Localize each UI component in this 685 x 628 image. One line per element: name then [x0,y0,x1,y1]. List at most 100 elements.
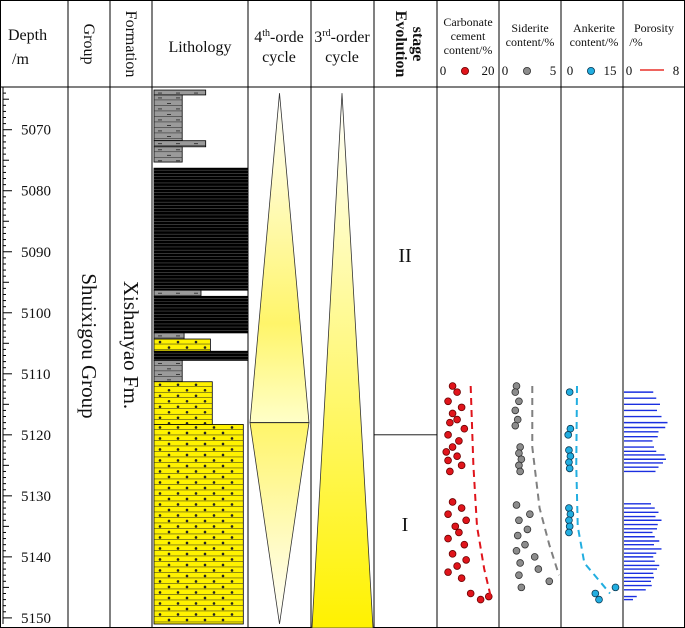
grain-dot [158,394,162,398]
grain-dot [176,558,180,561]
carbonate-legend-marker [460,67,469,76]
cycle3-column [311,93,374,628]
lithology-bed [153,424,244,625]
grain-dot [158,569,162,572]
grain-dot [212,481,216,484]
ankerite-point [611,583,620,592]
grain-dot [167,388,171,392]
ankerite-scale-min: 0 [567,63,574,78]
grain-dot [203,421,207,425]
grain-dot [221,563,225,567]
group-name: Shuixigou Group [77,273,101,418]
lithology-bed [153,167,249,291]
grain-dot [230,448,234,451]
grain-dot [230,525,234,528]
grain-dot [158,503,162,506]
grain-dot [185,346,189,349]
grain-dot [185,410,189,414]
carbonate-point [448,382,457,390]
cycle3-header-line2: cycle [325,49,359,66]
siderite-point [516,559,524,567]
porosity-header-line2: /% [629,35,642,49]
carbonate-point [444,534,452,543]
depth-tick-label: 5080 [21,184,51,200]
carbonate-point [444,510,452,518]
grain-dot [185,399,189,403]
grain-dot [230,569,234,572]
grain-dot [212,503,216,506]
ankerite-point [595,595,603,604]
grain-dot [158,514,162,517]
grain-dot [203,530,207,534]
carbonate-point [453,452,461,460]
carbonate-point [448,550,457,558]
grain-dot [230,492,234,495]
grain-dot [194,437,198,440]
grain-dot [194,405,198,409]
cycle4-lower-triangle [249,422,310,625]
grain-dot [185,486,189,490]
grain-dot [158,405,162,409]
lithology-bed [153,94,183,142]
siderite-point [517,583,526,592]
grain-dot [230,459,234,462]
siderite-point [545,577,554,586]
grain-dot [185,508,189,512]
grain-dot [203,596,207,600]
grain-dot [212,459,216,462]
grain-dot [230,547,234,550]
grain-dot [167,486,171,490]
stage-lower-label: I [402,514,409,536]
evolution-header-line1: Evolution [392,11,409,78]
siderite-point [530,553,539,561]
carbonate-point [448,409,457,418]
grain-dot [185,464,189,468]
depth-tick-label: 5140 [21,550,51,566]
grain-dot [167,530,171,534]
stage-upper-label: II [398,245,411,267]
grain-dot [176,503,180,506]
grain-dot [185,453,189,457]
grain-dot [212,613,216,616]
grain-dot [203,486,207,490]
carbonate-point [455,437,463,445]
grain-dot [194,613,198,616]
grain-dot [176,525,180,528]
grain-dot [167,475,171,479]
grain-dot [230,481,234,484]
grain-dot [221,508,225,512]
siderite-point [526,510,534,518]
grain-dot [176,416,180,420]
grain-dot [185,497,189,501]
lithology-bed [153,146,183,163]
formation-header: Formation [122,11,139,78]
carbonate-track [442,382,493,604]
grain-dot [194,340,198,344]
depth-tick-label: 5100 [21,306,51,322]
grain-dot [176,591,180,594]
grain-dot [221,574,225,578]
grain-dot [167,552,171,556]
grain-dot [185,530,189,534]
grain-dot [185,475,189,479]
grain-dot [221,618,225,622]
grain-dot [185,519,189,523]
grain-dot [203,607,207,611]
ankerite-track [564,386,620,604]
grain-dot [185,431,189,435]
grain-dot [176,470,180,473]
grain-dot [221,453,225,457]
lithology-header: Lithology [168,39,231,56]
grain-dot [158,536,162,539]
grain-dot [176,383,180,387]
grain-dot [212,492,216,495]
carbonate-point [460,540,469,549]
siderite-point [513,531,522,540]
carbonate-point [466,589,475,598]
grain-dot [194,591,198,594]
grain-dot [158,558,162,561]
ankerite-point [565,528,573,537]
carbonate-scale-min: 0 [440,63,447,78]
grain-dot [167,607,171,611]
grain-dot [176,514,180,517]
